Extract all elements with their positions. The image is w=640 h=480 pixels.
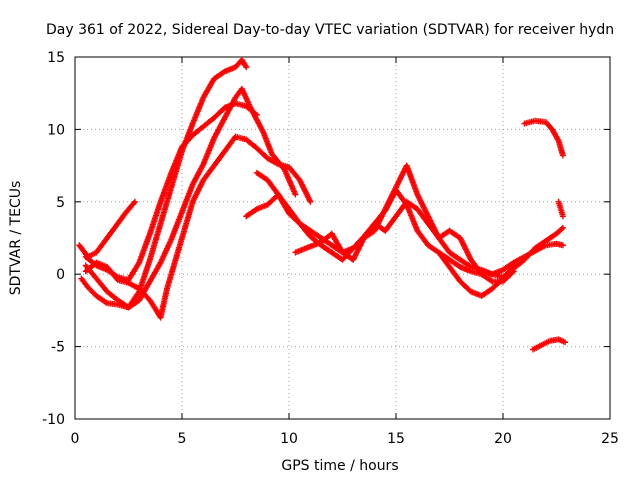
- x-tick-label: 0: [71, 431, 80, 447]
- data-point-track-6: [559, 242, 566, 249]
- chart-title: Day 361 of 2022, Sidereal Day-to-day VTE…: [46, 22, 614, 38]
- data-marker-track-1: [130, 200, 137, 207]
- x-tick-label: 5: [178, 431, 187, 447]
- plot-border: [74, 56, 611, 420]
- data-marker-track-9: [509, 265, 516, 272]
- data-point-track-4: [253, 111, 260, 118]
- x-tick-label: 10: [280, 431, 298, 447]
- y-tick-label: -5: [51, 340, 65, 356]
- data-point-track-10: [559, 152, 566, 159]
- y-tick-label: 5: [56, 195, 65, 211]
- data-point-track-12: [562, 339, 569, 346]
- y-tick-label: 0: [56, 267, 65, 283]
- x-tick-label: 15: [387, 431, 405, 447]
- axis-ticks: 0 5 10 15 20 25 -10 -5 0 5 10 15: [42, 50, 619, 447]
- data-point-track-9: [510, 263, 517, 270]
- x-tick-label: 20: [494, 431, 512, 447]
- data-point-track-5: [307, 198, 314, 205]
- data-point-track-7: [559, 224, 566, 231]
- y-axis-label: SDTVAR / TECUs: [8, 181, 24, 296]
- plot-frame: [74, 56, 611, 420]
- x-axis-label: GPS time / hours: [281, 458, 398, 474]
- data-point-track-3: [243, 64, 250, 71]
- data-marker-track-7: [558, 226, 565, 233]
- y-tick-label: -10: [42, 412, 65, 428]
- data-point-track-2: [292, 191, 299, 198]
- y-tick-label: 15: [47, 50, 65, 66]
- data-point-track-1: [131, 198, 138, 205]
- data-point-track-11: [559, 213, 566, 220]
- x-tick-label: 25: [601, 431, 619, 447]
- y-tick-label: 10: [47, 122, 65, 138]
- data-points: [76, 56, 569, 353]
